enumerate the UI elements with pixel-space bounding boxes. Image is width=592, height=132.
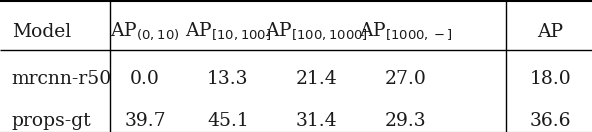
Text: AP$_{[10,100]}$: AP$_{[10,100]}$ bbox=[185, 21, 271, 42]
Text: AP$_{(0,10)}$: AP$_{(0,10)}$ bbox=[110, 21, 180, 42]
Text: 31.4: 31.4 bbox=[296, 112, 337, 130]
Text: 0.0: 0.0 bbox=[130, 70, 160, 88]
Text: 39.7: 39.7 bbox=[124, 112, 166, 130]
Text: AP: AP bbox=[538, 23, 564, 41]
Text: 36.6: 36.6 bbox=[530, 112, 571, 130]
Text: 45.1: 45.1 bbox=[207, 112, 249, 130]
Text: 21.4: 21.4 bbox=[296, 70, 337, 88]
Text: mrcnn-r50: mrcnn-r50 bbox=[12, 70, 112, 88]
Text: AP$_{[1000,-]}$: AP$_{[1000,-]}$ bbox=[359, 21, 452, 42]
Text: Model: Model bbox=[12, 23, 71, 41]
Text: AP$_{[100,1000]}$: AP$_{[100,1000]}$ bbox=[265, 21, 368, 42]
Text: 13.3: 13.3 bbox=[207, 70, 249, 88]
Text: 29.3: 29.3 bbox=[385, 112, 426, 130]
Text: props-gt: props-gt bbox=[12, 112, 92, 130]
Text: 18.0: 18.0 bbox=[530, 70, 571, 88]
Text: 27.0: 27.0 bbox=[385, 70, 426, 88]
